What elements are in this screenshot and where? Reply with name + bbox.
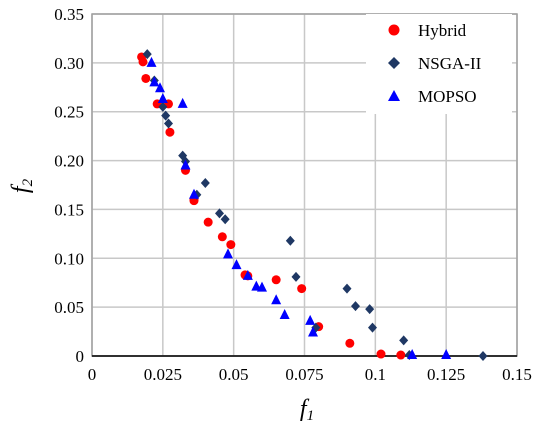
- data-point-nsgaii: [478, 351, 488, 361]
- y-axis-label-main: f: [8, 183, 34, 193]
- data-point-nsgaii: [215, 208, 224, 219]
- x-tick-label: 0: [88, 365, 97, 384]
- y-tick-label: 0.05: [54, 298, 84, 317]
- data-point-hybrid: [345, 338, 355, 348]
- data-point-nsgaii: [365, 304, 375, 315]
- data-point-nsgaii: [142, 49, 152, 60]
- data-point-mopso: [441, 349, 452, 360]
- data-point-hybrid: [226, 240, 236, 250]
- data-point-nsgaii: [351, 301, 360, 312]
- legend: Hybrid NSGA-II MOPSO: [366, 14, 512, 114]
- x-axis-label-subscript: 1: [307, 408, 315, 424]
- data-point-mopso: [223, 248, 233, 259]
- data-point-mopso: [149, 76, 160, 87]
- data-point-hybrid: [141, 73, 151, 83]
- tick-labels: 0 0.025 0.05 0.075 0.1 0.125 0.15 0 0.05 0.10 0.15…: [54, 5, 532, 384]
- y-tick-label: 0.20: [54, 152, 84, 171]
- data-point-nsgaii: [285, 235, 295, 246]
- data-points: [137, 49, 488, 361]
- data-point-hybrid: [396, 350, 406, 360]
- x-tick-label: 0.05: [219, 365, 249, 384]
- data-point-mopso: [271, 294, 282, 305]
- legend-marker-hybrid: [388, 24, 400, 36]
- data-point-nsgaii: [368, 322, 377, 333]
- data-point-nsgaii: [158, 101, 168, 112]
- data-point-hybrid: [203, 217, 213, 227]
- data-point-nsgaii: [399, 335, 409, 346]
- data-point-mopso: [231, 259, 242, 270]
- x-tick-label: 0.1: [365, 365, 386, 384]
- data-point-mopso: [242, 269, 253, 280]
- legend-marker-mopso: [388, 90, 400, 101]
- data-point-nsgaii: [164, 118, 173, 129]
- data-point-mopso: [308, 326, 318, 337]
- y-tick-label: 0.35: [54, 5, 84, 24]
- y-tick-label: 0.30: [54, 54, 84, 73]
- data-point-mopso: [146, 56, 157, 67]
- y-tick-label: 0.15: [54, 200, 84, 219]
- data-point-nsgaii: [161, 110, 171, 121]
- x-tick-label: 0.125: [427, 365, 465, 384]
- data-point-mopso: [257, 281, 267, 292]
- data-point-mopso: [177, 97, 188, 108]
- data-point-nsgaii: [342, 283, 352, 294]
- data-point-mopso: [279, 308, 290, 319]
- data-point-mopso: [189, 188, 199, 199]
- data-point-hybrid: [138, 57, 148, 67]
- x-axis-label-main: f: [300, 396, 310, 422]
- data-point-mopso: [305, 314, 316, 325]
- data-point-nsgaii: [220, 214, 230, 225]
- y-tick-label: 0.25: [54, 103, 84, 122]
- x-tick-label: 0.025: [144, 365, 182, 384]
- legend-label-mopso: MOPSO: [418, 87, 477, 106]
- legend-marker-nsga2: [388, 57, 400, 69]
- data-point-hybrid: [376, 349, 386, 359]
- x-axis-label: f1: [300, 396, 314, 424]
- y-tick-label: 0.10: [54, 249, 84, 268]
- data-point-hybrid: [297, 284, 307, 294]
- data-point-mopso: [407, 349, 418, 360]
- data-point-nsgaii: [200, 178, 210, 189]
- data-point-mopso: [157, 93, 168, 104]
- data-point-nsgaii: [291, 271, 301, 282]
- data-point-hybrid: [271, 275, 281, 285]
- data-point-mopso: [155, 82, 165, 93]
- y-axis-label-subscript: 2: [20, 178, 36, 186]
- y-axis-label: f2: [8, 178, 36, 193]
- legend-label-nsga2: NSGA-II: [418, 54, 482, 73]
- data-point-hybrid: [165, 127, 175, 137]
- y-tick-label: 0: [76, 347, 85, 366]
- data-point-mopso: [180, 159, 191, 170]
- data-point-hybrid: [217, 232, 227, 242]
- legend-label-hybrid: Hybrid: [418, 21, 467, 40]
- x-tick-label: 0.075: [285, 365, 323, 384]
- x-tick-label: 0.15: [502, 365, 532, 384]
